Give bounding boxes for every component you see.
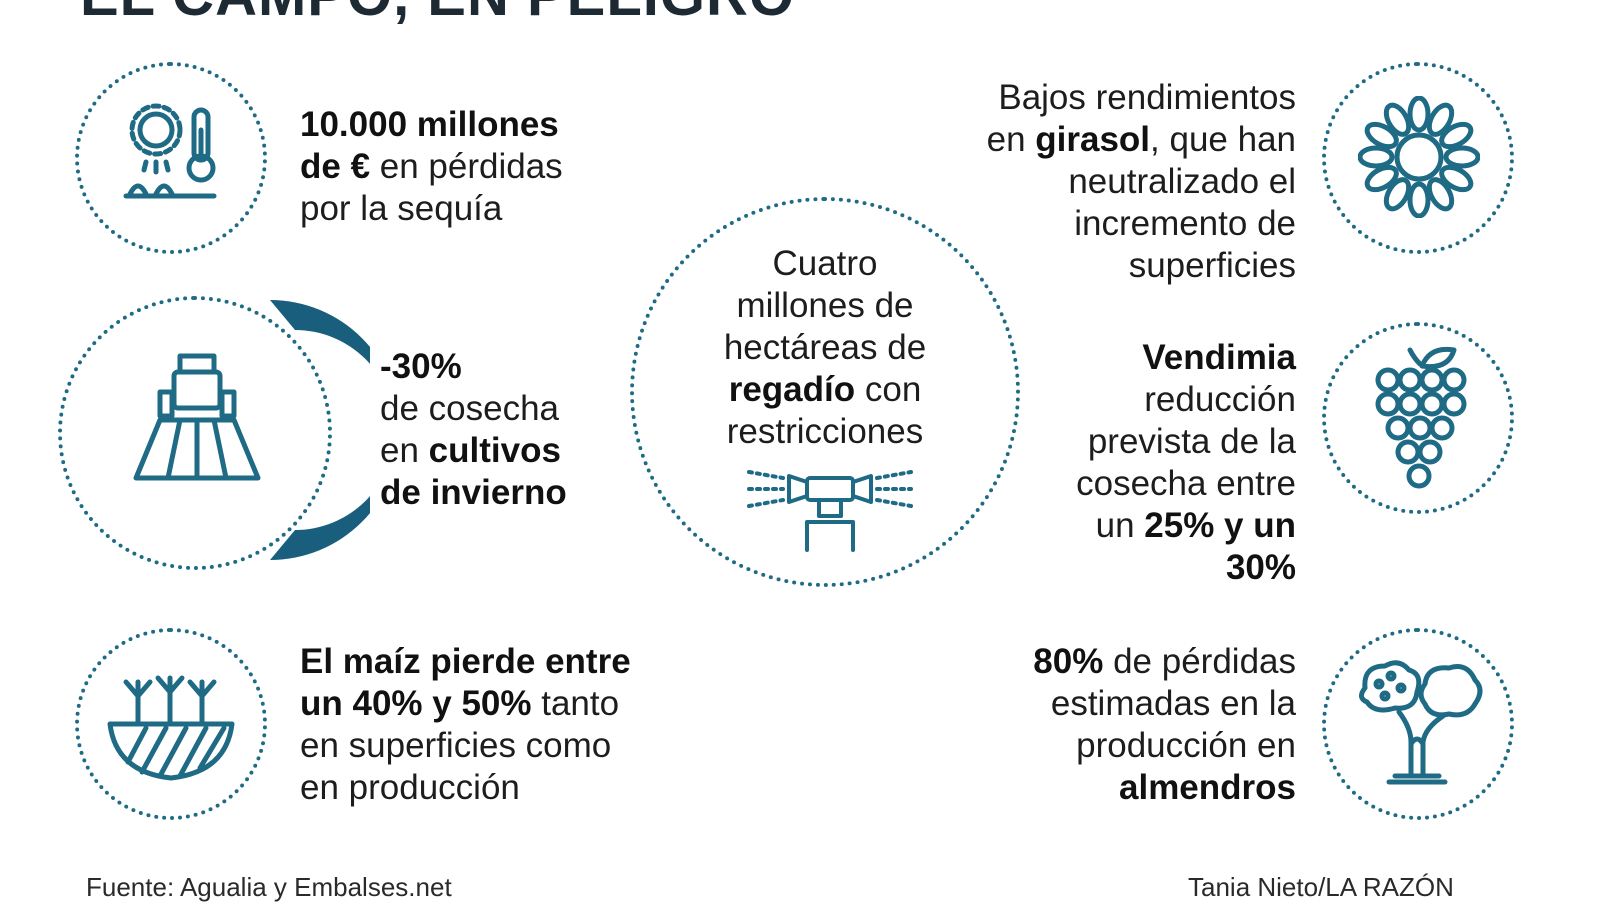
vintage-text: Vendimia reducción prevista de la cosech… — [1076, 338, 1296, 587]
sun-thermometer-icon — [123, 103, 217, 199]
sunflower-icon — [1358, 96, 1480, 218]
credit-note: Tania Nieto/LA RAZÓN — [1188, 872, 1454, 902]
vintage-circle — [1322, 322, 1514, 514]
almond-tree-icon — [1359, 660, 1483, 785]
sprouts-soil-icon — [107, 675, 235, 781]
winter-crops-circle — [58, 296, 332, 570]
page-title: EL CAMPO, EN PELIGRO — [80, 0, 795, 29]
drought-text: 10.000 millones de € en pérdidas por la … — [300, 105, 563, 228]
tractor-icon — [133, 353, 261, 481]
source-note: Fuente: Agualia y Embalses.net — [86, 872, 452, 902]
sunflower-circle — [1322, 62, 1514, 254]
sunflower-text: Bajos rendimientos en girasol, que han n… — [986, 78, 1296, 285]
maize-circle — [75, 628, 267, 820]
sprinkler-icon — [747, 470, 913, 552]
winter-crops-text: -30% de cosecha en cultivos de invierno — [380, 347, 567, 512]
grapes-icon — [1375, 346, 1467, 489]
drought-circle — [75, 62, 267, 254]
maize-text: El maíz pierde entre un 40% y 50% tanto … — [300, 642, 631, 807]
almonds-circle — [1322, 628, 1514, 820]
irrigation-text: Cuatro millones de hectáreas de regadío … — [723, 244, 927, 451]
irrigation-circle — [630, 197, 1020, 587]
almonds-text: 80% de pérdidas estimadas en la producci… — [1033, 642, 1296, 807]
